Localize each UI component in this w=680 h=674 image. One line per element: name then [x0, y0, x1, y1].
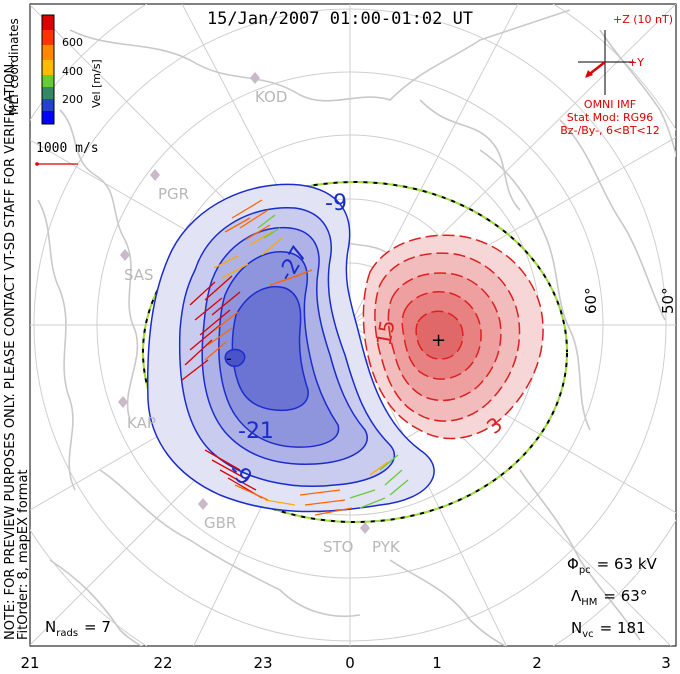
mlt-tick-1: 1 — [432, 654, 442, 672]
velocity-scale-dot — [35, 162, 39, 166]
min-potential-marker: - — [226, 349, 232, 368]
mlt-axis: 21 22 23 0 1 2 3 — [20, 654, 670, 672]
colorbar-tick-400: 400 — [62, 65, 83, 78]
velocity-colorbar: 600 400 200 Vel [m/s] MLT coordinates — [7, 14, 103, 125]
station-sto: STO — [323, 538, 354, 556]
imf-clock-dial: +Z (10 nT) +Y OMNI IMF Stat Mod: RG96 Bz… — [560, 13, 673, 137]
coastlines — [37, 9, 676, 646]
station-sas: SAS — [124, 266, 154, 284]
mlt-tick-3: 3 — [661, 654, 671, 672]
imf-z-label: +Z (10 nT) — [613, 13, 673, 26]
station-pgr: PGR — [158, 185, 189, 203]
station-kap: KAP — [127, 414, 156, 432]
coordinate-system-label: MLT coordinates — [7, 18, 21, 115]
velocity-vectors — [181, 199, 409, 516]
heppner-maynard-boundary-green — [142, 181, 568, 523]
mlt-tick-0: 0 — [345, 654, 355, 672]
imf-source-label: OMNI IMF — [584, 98, 636, 111]
colorbar-tick-200: 200 — [62, 93, 83, 106]
station-gbr: GBR — [204, 514, 236, 532]
preview-note: NOTE: FOR PREVIEW PURPOSES ONLY. PLEASE … — [3, 60, 18, 640]
map-title: 15/Jan/2007 01:00-01:02 UT — [207, 9, 473, 29]
latitude-label-50: 50° — [659, 287, 677, 314]
nvc-stat: Nvc = 181 — [571, 619, 646, 640]
station-kod: KOD — [255, 88, 287, 106]
max-potential-marker: + — [431, 330, 446, 351]
station-pyk: PYK — [372, 538, 401, 556]
nrads-stat: Nrads = 7 — [45, 618, 111, 639]
positive-potential-cell — [362, 234, 544, 440]
mlt-tick-22: 22 — [153, 654, 172, 672]
latitude-label-60: 60° — [582, 287, 600, 314]
contour-label-n21-bottom: -21 — [238, 419, 274, 444]
colorbar-unit-label: Vel [m/s] — [90, 59, 103, 108]
stat-model-label: Stat Mod: RG96 — [567, 111, 653, 124]
mlt-tick-23: 23 — [253, 654, 272, 672]
colorbar-tick-600: 600 — [62, 36, 83, 49]
mlt-tick-21: 21 — [20, 654, 39, 672]
contour-label-15: 15 — [371, 318, 399, 347]
imf-condition-label: Bz-/By-, 6<BT<12 — [560, 124, 660, 137]
fit-order-note: FitOrder: 8, mapEX format — [16, 469, 31, 640]
radar-stations: KOD PGR SAS KAP GBR STO PYK — [118, 72, 401, 556]
imf-y-label: +Y — [628, 56, 644, 69]
negative-potential-cell — [146, 183, 435, 513]
velocity-scale-label: 1000 m/s — [36, 141, 99, 156]
mlt-tick-2: 2 — [532, 654, 542, 672]
contour-label-n9-top: -9 — [325, 191, 347, 216]
